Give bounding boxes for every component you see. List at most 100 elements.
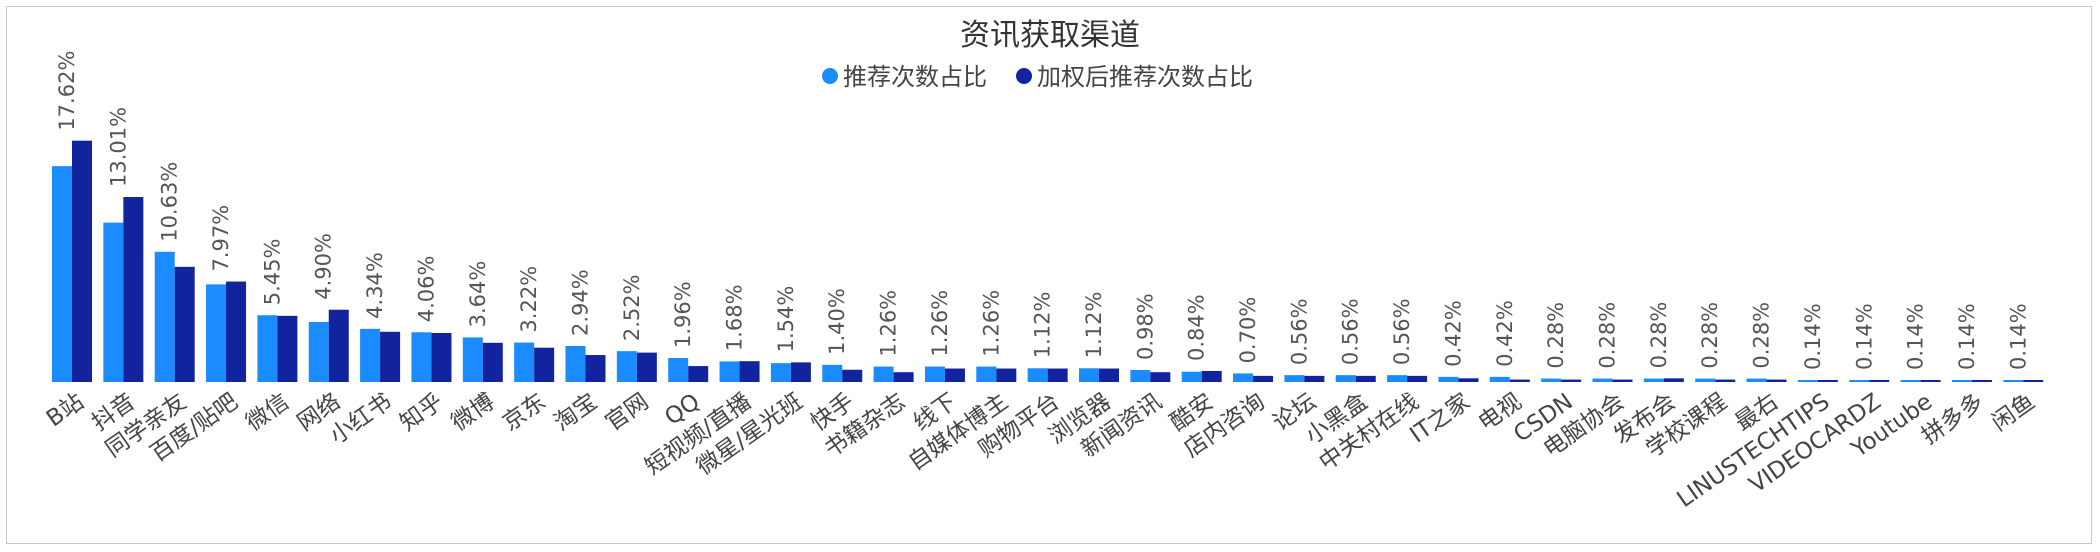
bar-series-2-30[interactable]: [1612, 379, 1633, 382]
value-label-28: 0.42%: [1493, 300, 1517, 367]
bar-series-2-13[interactable]: [739, 361, 760, 382]
bar-series-1-17[interactable]: [924, 366, 945, 382]
value-label-24: 0.56%: [1287, 298, 1311, 365]
bar-series-2-16[interactable]: [893, 372, 914, 382]
legend-marker-series-1: [822, 68, 838, 84]
bar-series-2-37[interactable]: [1971, 380, 1992, 382]
bar-series-2-34[interactable]: [1817, 380, 1838, 382]
bar-series-1-1[interactable]: [103, 222, 124, 382]
bar-series-1-26[interactable]: [1387, 375, 1408, 382]
value-label-36: 0.14%: [1904, 303, 1928, 370]
bar-series-2-0[interactable]: [72, 140, 92, 382]
bar-series-1-38[interactable]: [2003, 380, 2024, 382]
bar-series-2-17[interactable]: [944, 368, 965, 382]
bar-series-1-24[interactable]: [1284, 375, 1305, 382]
bar-series-1-12[interactable]: [668, 357, 689, 382]
bar-series-2-20[interactable]: [1099, 368, 1119, 382]
bar-series-2-2[interactable]: [174, 266, 195, 382]
category-label-9: 京东: [498, 389, 551, 437]
bar-series-1-33[interactable]: [1746, 378, 1767, 382]
bar-series-2-4[interactable]: [277, 315, 298, 382]
bar-series-1-34[interactable]: [1797, 380, 1818, 382]
value-label-29: 0.28%: [1544, 302, 1568, 369]
value-label-17: 1.26%: [928, 290, 952, 357]
legend[interactable]: 推荐次数占比 加权后推荐次数占比: [822, 63, 1253, 91]
bar-series-2-32[interactable]: [1715, 379, 1736, 382]
bar-series-1-29[interactable]: [1541, 378, 1562, 382]
bar-series-2-27[interactable]: [1458, 378, 1479, 382]
bar-series-1-5[interactable]: [308, 321, 329, 382]
bar-series-2-10[interactable]: [585, 355, 606, 382]
bar-series-2-8[interactable]: [482, 342, 503, 382]
bar-series-2-22[interactable]: [1201, 370, 1222, 382]
bar-series-2-29[interactable]: [1561, 379, 1582, 382]
bar-series-2-35[interactable]: [1869, 380, 1890, 382]
value-label-0: 17.62%: [55, 51, 79, 131]
bar-series-2-14[interactable]: [790, 362, 811, 382]
bar-series-1-8[interactable]: [462, 337, 483, 382]
bar-series-1-9[interactable]: [514, 342, 535, 382]
bar-series-1-11[interactable]: [616, 351, 637, 382]
bar-series-1-3[interactable]: [206, 284, 227, 382]
value-label-9: 3.22%: [517, 266, 541, 333]
bar-series-2-28[interactable]: [1509, 379, 1530, 382]
bar-series-1-35[interactable]: [1849, 380, 1870, 382]
bar-series-2-15[interactable]: [842, 369, 863, 382]
bar-series-2-12[interactable]: [688, 366, 709, 382]
value-label-35: 0.14%: [1852, 303, 1876, 370]
bars-layer: [52, 140, 2044, 382]
bar-series-2-5[interactable]: [328, 309, 349, 382]
value-label-15: 1.40%: [825, 288, 849, 355]
bar-series-2-11[interactable]: [636, 352, 657, 382]
bar-series-1-13[interactable]: [719, 361, 740, 382]
bar-series-2-3[interactable]: [226, 281, 247, 382]
bar-series-2-38[interactable]: [2023, 380, 2044, 382]
bar-series-1-28[interactable]: [1489, 376, 1510, 382]
legend-marker-series-2: [1016, 68, 1032, 84]
bar-series-1-30[interactable]: [1592, 378, 1613, 382]
bar-series-1-31[interactable]: [1643, 378, 1664, 382]
value-label-10: 2.94%: [569, 269, 593, 336]
bar-series-2-19[interactable]: [1047, 368, 1068, 382]
bar-series-1-10[interactable]: [565, 345, 586, 382]
bar-series-1-25[interactable]: [1335, 375, 1356, 382]
bar-series-2-9[interactable]: [534, 347, 555, 382]
bar-series-1-22[interactable]: [1181, 371, 1202, 382]
bar-series-1-16[interactable]: [873, 366, 894, 382]
value-label-13: 1.68%: [723, 284, 747, 351]
category-label-4: 微信: [241, 389, 294, 437]
category-label-11: 官网: [601, 389, 654, 437]
bar-series-1-0[interactable]: [52, 166, 72, 382]
bar-series-1-7[interactable]: [411, 332, 432, 382]
bar-series-2-7[interactable]: [431, 333, 452, 382]
value-label-16: 1.26%: [877, 290, 901, 357]
bar-series-2-31[interactable]: [1663, 378, 1684, 382]
category-label-38: 闲鱼: [1987, 389, 2040, 437]
bar-series-2-1[interactable]: [123, 197, 144, 382]
bar-series-1-15[interactable]: [822, 364, 843, 382]
bar-series-2-26[interactable]: [1407, 375, 1428, 382]
bar-series-2-23[interactable]: [1253, 375, 1274, 382]
value-label-12: 1.96%: [671, 281, 695, 348]
bar-series-1-27[interactable]: [1438, 376, 1459, 382]
bar-series-1-2[interactable]: [154, 251, 175, 382]
bar-series-1-37[interactable]: [1951, 380, 1972, 382]
bar-series-2-36[interactable]: [1920, 380, 1941, 382]
bar-series-1-18[interactable]: [976, 366, 997, 382]
bar-series-2-21[interactable]: [1150, 372, 1171, 382]
bar-series-2-25[interactable]: [1355, 375, 1376, 382]
bar-series-2-33[interactable]: [1766, 379, 1787, 382]
bar-series-1-36[interactable]: [1900, 380, 1921, 382]
bar-series-1-32[interactable]: [1695, 378, 1716, 382]
bar-series-2-6[interactable]: [380, 331, 401, 382]
bar-series-1-6[interactable]: [360, 328, 381, 382]
bar-series-1-4[interactable]: [257, 315, 278, 382]
bar-series-2-18[interactable]: [996, 368, 1017, 382]
bar-series-1-19[interactable]: [1027, 368, 1048, 382]
bar-series-1-21[interactable]: [1130, 369, 1151, 382]
bar-series-1-20[interactable]: [1079, 368, 1099, 382]
bar-series-2-24[interactable]: [1304, 375, 1325, 382]
bar-series-1-23[interactable]: [1233, 373, 1254, 382]
bar-series-1-14[interactable]: [770, 363, 791, 382]
legend-label-series-1: 推荐次数占比: [843, 63, 987, 91]
